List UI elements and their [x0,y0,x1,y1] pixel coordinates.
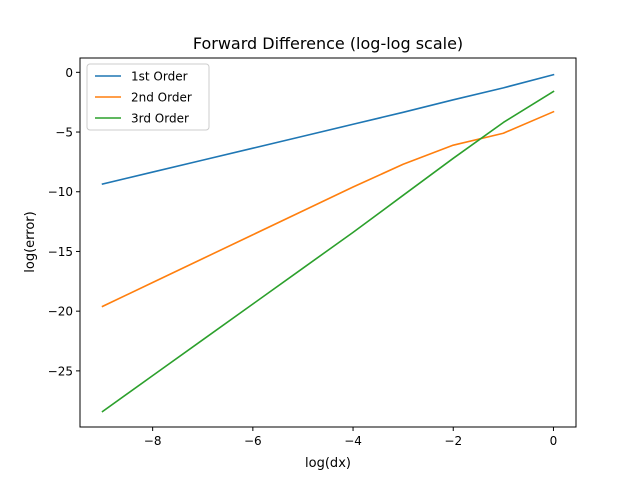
legend: 1st Order 2nd Order 3rd Order [86,63,210,131]
series-line-2 [101,110,555,308]
plot-lines [101,73,555,413]
y-axis-label: log(error) [23,211,38,272]
y-axis-ticks: 0 −5 −10 −15 −20 −25 [48,66,80,378]
legend-label-2: 2nd Order [131,91,192,105]
x-tick-label: −8 [144,434,162,448]
y-tick-label: −20 [48,305,73,319]
x-tick-label: 0 [550,434,558,448]
y-tick-label: 0 [65,66,73,80]
x-axis-ticks: −8 −6 −4 −2 0 [144,427,557,448]
x-tick-label: −4 [344,434,362,448]
legend-label-3: 3rd Order [131,112,189,126]
y-tick-label: −10 [48,185,73,199]
y-tick-label: −25 [48,364,73,378]
legend-label-1: 1st Order [131,70,188,84]
legend-box [86,63,210,131]
x-tick-label: −6 [244,434,262,448]
plot-frame [79,57,577,428]
chart-title: Forward Difference (log-log scale) [193,34,463,53]
y-tick-label: −15 [48,245,73,259]
x-tick-label: −2 [444,434,462,448]
series-line-1 [101,73,555,185]
x-axis-label: log(dx) [305,456,351,471]
y-tick-label: −5 [55,126,73,140]
series-line-3 [101,90,555,413]
